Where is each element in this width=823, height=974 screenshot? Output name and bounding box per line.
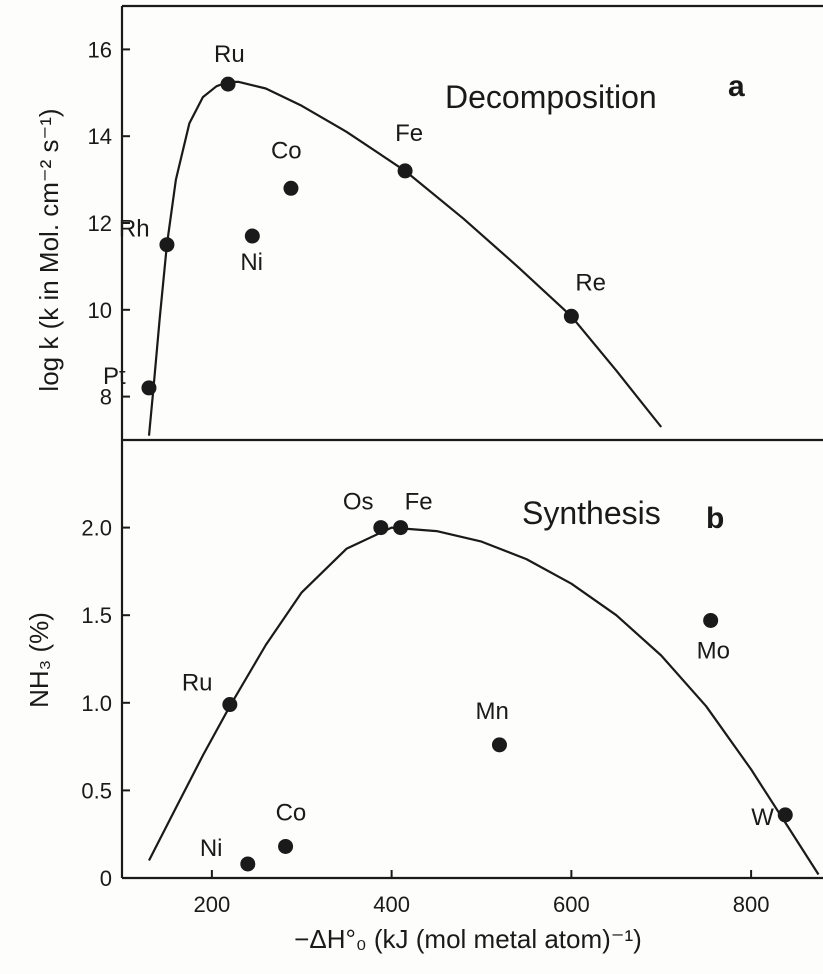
data-point-fe-a — [397, 163, 413, 179]
point-label-fe-a: Fe — [395, 120, 423, 147]
data-point-w-b — [777, 807, 793, 823]
point-label-ni-b: Ni — [200, 835, 223, 862]
trend-curve-b — [148, 526, 820, 876]
point-label-os-b: Os — [343, 489, 374, 516]
ytick-label-b: 0.5 — [81, 778, 112, 803]
panel-a-title: Decomposition — [445, 79, 657, 115]
data-point-ru-a — [220, 76, 236, 92]
panel-synthesis: Ni Co Ru Os Fe Mn Mo W 0 0.5 1.0 1.5 2.0 200 400 600 80… — [24, 489, 820, 954]
data-point-rh-a — [159, 237, 175, 253]
point-label-w-b: W — [751, 804, 774, 831]
data-point-mo-b — [703, 612, 719, 628]
ytick-label-a: 16 — [88, 37, 112, 62]
xtick-label: 600 — [553, 892, 590, 917]
panel-b-title: Synthesis — [522, 495, 661, 531]
point-label-ru-b: Ru — [182, 670, 213, 697]
panel-b-letter: b — [706, 502, 724, 535]
data-point-ni-b — [240, 856, 256, 872]
data-point-ru-b — [222, 697, 238, 713]
ytick-label-a: 10 — [88, 298, 112, 323]
xtick-label: 400 — [373, 892, 410, 917]
data-point-mn-b — [491, 737, 507, 753]
data-point-co-b — [278, 838, 294, 854]
point-label-ru-a: Ru — [214, 41, 245, 68]
ytick-label-a: 14 — [88, 124, 112, 149]
point-label-mo-b: Mo — [697, 637, 730, 664]
data-point-co-a — [283, 180, 299, 196]
point-label-co-a: Co — [271, 137, 302, 164]
panel-a-ylabel: log k (k in Mol. cm⁻² s⁻¹) — [34, 108, 64, 391]
point-label-co-b: Co — [276, 799, 307, 826]
panel-b-ylabel: NH₃ (%) — [24, 612, 54, 708]
plot-frame — [120, 4, 823, 880]
point-label-re-a: Re — [575, 269, 606, 296]
xtick-label: 800 — [733, 892, 770, 917]
ytick-label-b: 1.5 — [81, 603, 112, 628]
ytick-label-b: 2.0 — [81, 516, 112, 541]
point-label-ni-a: Ni — [240, 249, 263, 276]
point-label-mn-b: Mn — [475, 698, 508, 725]
data-point-os-b — [373, 520, 389, 536]
x-axis-label: −ΔH°₀ (kJ (mol metal atom)⁻¹) — [294, 924, 642, 954]
ytick-label-a: 8 — [100, 385, 112, 410]
data-point-fe-b — [393, 520, 409, 536]
point-label-pt-a: Pt — [103, 363, 126, 390]
panel-decomposition: Pt Rh Ru Ni Co Fe Re 8 10 12 14 16 Decomposition a… — [34, 37, 745, 436]
data-point-pt-a — [141, 380, 157, 396]
point-label-fe-b: Fe — [405, 489, 433, 516]
ytick-label-a: 12 — [88, 211, 112, 236]
data-point-re-a — [563, 308, 579, 324]
ytick-label-b: 0 — [100, 866, 112, 891]
xtick-label: 200 — [194, 892, 231, 917]
data-point-ni-a — [244, 228, 260, 244]
ytick-label-b: 1.0 — [81, 691, 112, 716]
panel-a-letter: a — [728, 70, 745, 103]
point-label-rh-a: Rh — [119, 216, 150, 243]
